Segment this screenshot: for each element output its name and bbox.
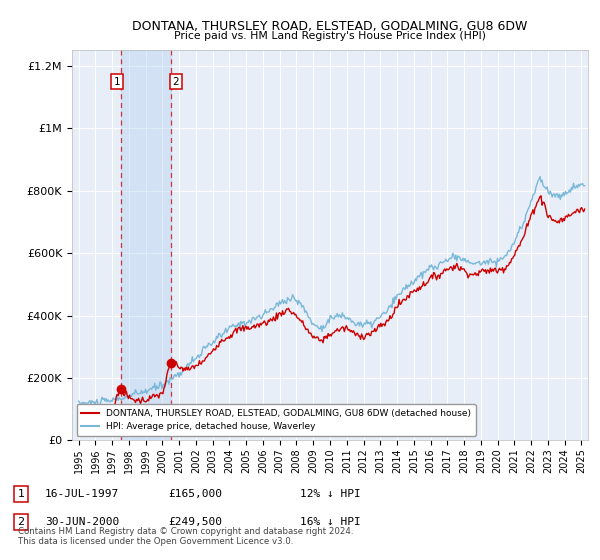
Text: 1: 1	[114, 77, 121, 87]
Text: 16% ↓ HPI: 16% ↓ HPI	[300, 517, 361, 527]
Text: Price paid vs. HM Land Registry's House Price Index (HPI): Price paid vs. HM Land Registry's House …	[174, 31, 486, 41]
Text: Contains HM Land Registry data © Crown copyright and database right 2024.
This d: Contains HM Land Registry data © Crown c…	[18, 526, 353, 546]
Text: DONTANA, THURSLEY ROAD, ELSTEAD, GODALMING, GU8 6DW: DONTANA, THURSLEY ROAD, ELSTEAD, GODALMI…	[133, 20, 527, 32]
Text: £249,500: £249,500	[168, 517, 222, 527]
Text: 30-JUN-2000: 30-JUN-2000	[45, 517, 119, 527]
Bar	[121, 50, 170, 441]
Text: 12% ↓ HPI: 12% ↓ HPI	[300, 489, 361, 499]
Text: 1: 1	[17, 489, 25, 499]
Text: 16-JUL-1997: 16-JUL-1997	[45, 489, 119, 499]
Text: 2: 2	[172, 77, 179, 87]
Text: 2: 2	[17, 517, 25, 527]
Text: £165,000: £165,000	[168, 489, 222, 499]
Legend: DONTANA, THURSLEY ROAD, ELSTEAD, GODALMING, GU8 6DW (detached house), HPI: Avera: DONTANA, THURSLEY ROAD, ELSTEAD, GODALMI…	[77, 404, 476, 436]
